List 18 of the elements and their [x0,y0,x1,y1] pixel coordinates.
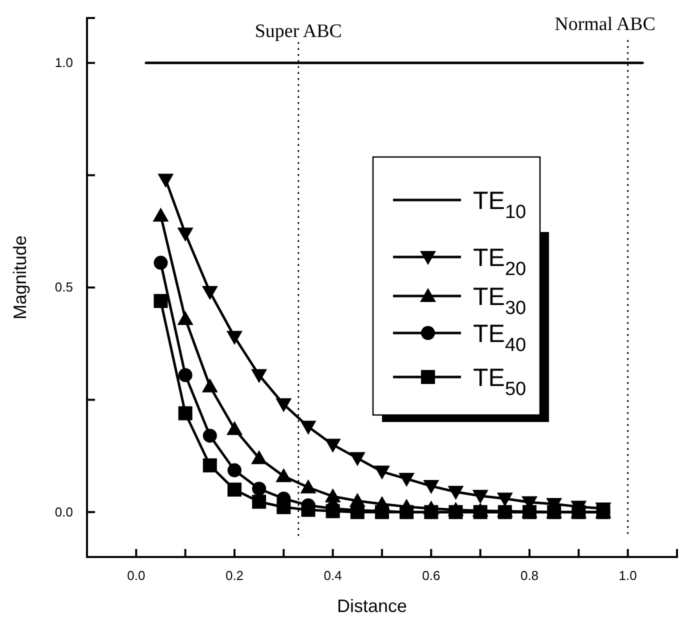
x-tick-label: 0.6 [422,568,440,584]
y-tick-label: 0.0 [54,504,73,520]
x-axis-title: Distance [336,596,408,616]
x-tick-label: 1.0 [618,568,637,584]
ref-line-label: Normal ABC [554,14,656,35]
x-tick-label: 0.4 [324,568,342,584]
x-tick-label: 0.2 [225,568,244,584]
legend-label: TE$_{40}$ [473,320,526,356]
y-axis-title: Magnitude [10,235,30,320]
legend-label: TE$_{50}$ [473,364,526,400]
x-tick-label: 0.0 [127,568,146,584]
legend-label: TE$_{20}$ [473,244,526,280]
x-tick-label: 0.8 [520,568,539,584]
y-tick-label: 0.5 [54,280,73,295]
legend-label: TE$_{30}$ [473,283,526,319]
legend-label: TE$_{10}$ [473,187,526,223]
y-tick-label: 1.0 [54,55,73,70]
ref-line-label: Super ABC [254,21,342,42]
